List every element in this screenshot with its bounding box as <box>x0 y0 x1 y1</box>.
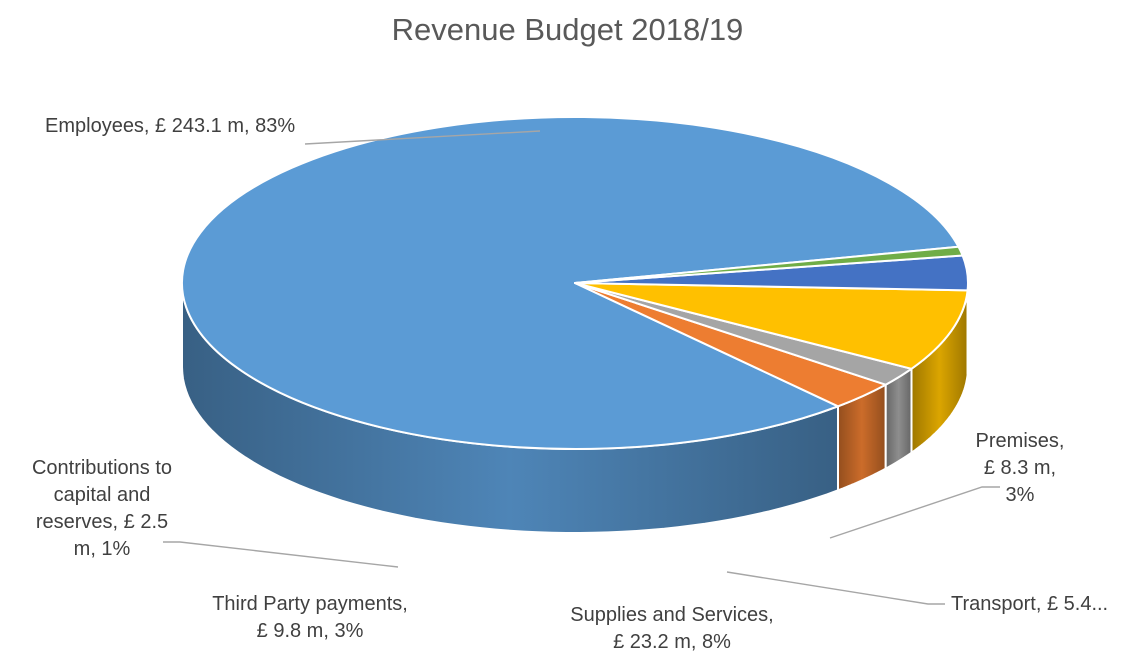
slice-supplies-and-services <box>574 282 969 370</box>
data-label-line: Employees, £ 243.1 m, 83% <box>45 115 296 137</box>
pie-top <box>180 115 969 450</box>
data-label-line: £ 8.3 m, <box>983 457 1057 479</box>
leader-line-premises <box>829 486 1000 539</box>
data-label-line: Contributions to <box>31 457 173 479</box>
data-label-line: £ 9.8 m, 3% <box>256 620 364 642</box>
data-label-premises: Premises, £ 8.3 m, 3% <box>960 428 1080 509</box>
leader-line-transport <box>726 571 945 605</box>
data-label-line: Transport, £ 5.4... <box>951 593 1109 615</box>
data-label-supplies-and-services: Supplies and Services, £ 23.2 m, 8% <box>562 602 782 656</box>
chart-title: Revenue Budget 2018/19 <box>391 12 744 47</box>
data-label-employees: Employees, £ 243.1 m, 83% <box>45 113 295 140</box>
slice-contributions-to-capital-and-reserves <box>574 245 964 284</box>
data-label-line: m, 1% <box>73 538 131 560</box>
data-label-line: Premises, <box>975 430 1065 452</box>
data-label-line: Supplies and Services, <box>570 604 774 626</box>
slice-employees <box>180 115 960 450</box>
data-label-line: 3% <box>1005 484 1035 506</box>
data-label-line: capital and <box>53 484 151 506</box>
slice-side-transport <box>884 367 913 471</box>
data-label-line: £ 23.2 m, 8% <box>613 631 731 653</box>
leader-line-contributions-to-capital-and-reserves <box>163 541 399 568</box>
data-label-transport: Transport, £ 5.4... <box>951 591 1108 618</box>
data-label-line: Third Party payments, <box>212 593 408 615</box>
data-label-contributions-to-capital-and-reserves: Contributions to capital and reserves, £ 2… <box>12 455 192 563</box>
data-label-line: reserves, £ 2.5 <box>35 511 169 533</box>
data-label-third-party-payments: Third Party payments, £ 9.8 m, 3% <box>200 591 420 645</box>
leader-lines <box>163 130 1000 605</box>
leader-line-employees <box>304 130 541 145</box>
pie-side-walls <box>181 282 969 534</box>
